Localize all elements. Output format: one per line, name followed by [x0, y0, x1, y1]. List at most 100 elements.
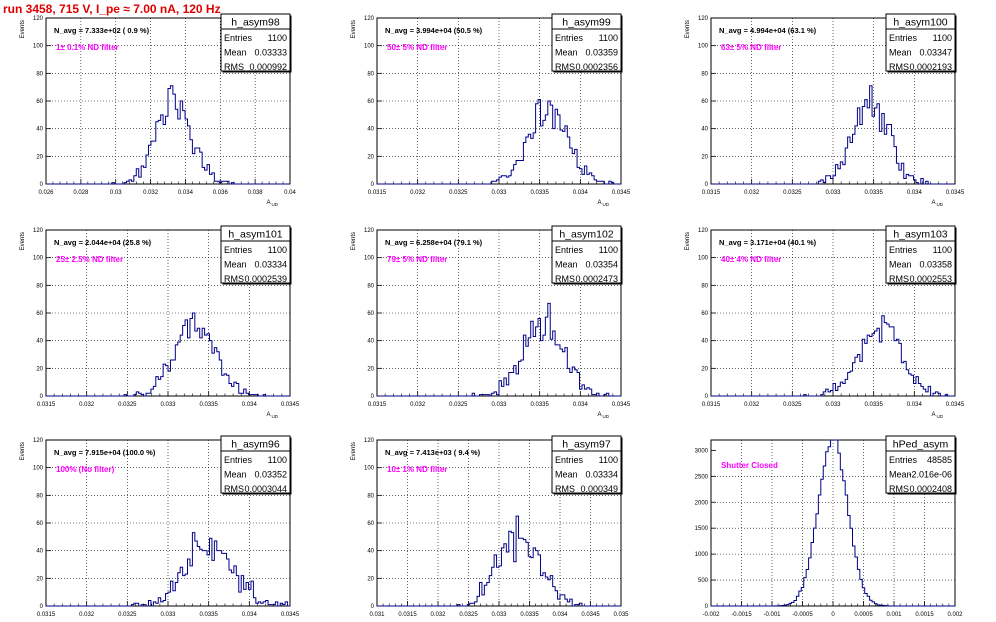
filter-label: 1± 0.1% ND filter: [56, 43, 119, 52]
stats-key-rms: RMS: [889, 62, 909, 72]
y-tick-label: 80: [701, 71, 708, 77]
x-tick-label: 0.03: [110, 190, 122, 196]
histogram-panel: 0.0315 0.032 0.0325 0.033 0.0335 0.034 0.0345 0…: [685, 225, 965, 419]
histogram-series: [377, 515, 621, 607]
stats-key-mean: Mean: [224, 470, 247, 480]
histogram-panel: 0.0315 0.032 0.0325 0.033 0.0335 0.034 0.0345 0…: [20, 435, 300, 618]
histogram-series: [46, 532, 290, 607]
y-axis-label: Events: [351, 20, 357, 38]
x-axis-label: AUD: [931, 412, 943, 419]
x-tick-label: 0.0335: [520, 612, 539, 618]
y-tick-label: 80: [367, 71, 374, 77]
y-tick-label: 0: [40, 394, 44, 400]
x-tick-label: 0.0315: [37, 402, 56, 408]
navg-label: N_avg = 3.994e+04 (50.5 %): [385, 26, 483, 35]
y-axis-label: Events: [20, 232, 26, 250]
stats-key-entries: Entries: [889, 455, 918, 465]
x-tick-label: 0.0325: [449, 402, 468, 408]
y-tick-label: 100: [33, 44, 44, 50]
stats-rms: 0.000992: [249, 62, 287, 72]
x-axis-label: AUD: [931, 200, 943, 207]
x-tick-label: 0.032: [744, 190, 760, 196]
x-tick-label: 0.0345: [612, 190, 631, 196]
x-tick-label: 0.034: [178, 190, 194, 196]
hist-name: h_asym101: [228, 229, 282, 241]
filter-label: 79± 5% ND filter: [387, 255, 447, 264]
y-tick-label: 0: [40, 604, 44, 610]
y-tick-label: 0: [40, 182, 44, 188]
y-axis-label: Events: [20, 20, 26, 38]
x-tick-label: 0.0325: [118, 612, 137, 618]
y-tick-label: 2500: [695, 474, 709, 480]
y-tick-label: 120: [698, 16, 709, 22]
x-tick-label: 0.035: [613, 612, 629, 618]
x-tick-label: 0.0325: [783, 190, 802, 196]
y-axis-label: Events: [685, 232, 691, 250]
stats-rms: 0.0002408: [909, 484, 952, 494]
filter-label: 100% (No filter): [56, 465, 115, 474]
y-tick-label: 60: [367, 99, 374, 105]
y-tick-label: 0: [371, 182, 375, 188]
x-tick-label: 0.0005: [854, 612, 873, 618]
hist-name: h_asym96: [231, 439, 280, 451]
stats-box: [885, 225, 956, 284]
y-tick-label: 120: [33, 228, 44, 234]
stats-box: [220, 13, 291, 72]
histogram-panel: 0.026 0.028 0.03 0.032 0.034 0.036 0.038 0.04 0 2…: [20, 13, 296, 207]
x-tick-label: 0.0335: [864, 190, 883, 196]
histogram-panel: 0.0315 0.032 0.0325 0.033 0.0335 0.034 0.0345 0…: [20, 225, 300, 419]
x-tick-label: 0.038: [248, 190, 264, 196]
stats-entries: 1100: [599, 33, 618, 43]
y-tick-label: 100: [33, 256, 44, 262]
x-tick-label: 0.033: [825, 402, 841, 408]
x-tick-label: -0.0015: [731, 612, 752, 618]
histogram-series: [711, 439, 955, 607]
x-tick-label: 0.0325: [449, 190, 468, 196]
stats-box: [220, 435, 291, 494]
stats-mean: 0.03352: [254, 470, 287, 480]
x-tick-label: 0.0315: [368, 402, 387, 408]
y-tick-label: 60: [701, 311, 708, 317]
navg-label: N_avg = 3.171e+04 (40.1 %): [719, 238, 817, 247]
x-tick-label: 0.033: [491, 190, 507, 196]
stats-rms: 0.0003044: [244, 484, 287, 494]
stats-rms: 0.000349: [580, 484, 618, 494]
filter-label: 63± 5% ND filter: [721, 43, 781, 52]
stats-key-mean: Mean: [224, 48, 247, 58]
stats-entries: 1100: [599, 455, 618, 465]
stats-entries: 1100: [268, 455, 287, 465]
stats-entries: 1100: [933, 33, 952, 43]
x-tick-label: 0.0335: [864, 402, 883, 408]
stats-box: [885, 435, 956, 494]
y-tick-label: 40: [367, 339, 374, 345]
stats-key-entries: Entries: [224, 245, 253, 255]
x-tick-label: 0.034: [242, 612, 258, 618]
stats-entries: 1100: [268, 33, 287, 43]
x-tick-label: 0.032: [430, 612, 446, 618]
y-tick-label: 1000: [695, 552, 709, 558]
stats-key-rms: RMS: [889, 274, 909, 284]
x-tick-label: 0.0335: [530, 402, 549, 408]
y-tick-label: 40: [367, 549, 374, 555]
stats-mean: 0.03333: [254, 48, 287, 58]
y-tick-label: 40: [701, 127, 708, 133]
histogram-series: [46, 312, 290, 397]
x-tick-label: 0.001: [886, 612, 902, 618]
y-tick-label: 3000: [695, 448, 709, 454]
hist-name: h_asym97: [562, 439, 611, 451]
y-tick-label: 60: [36, 521, 43, 527]
stats-key-mean: Mean: [555, 48, 578, 58]
x-tick-label: 0.0315: [37, 612, 56, 618]
stats-rms: 0.0002356: [575, 62, 618, 72]
y-tick-label: 40: [36, 549, 43, 555]
stats-entries: 1100: [599, 245, 618, 255]
stats-key-rms: RMS: [555, 274, 575, 284]
hist-name: h_asym98: [231, 17, 280, 29]
stats-rms: 0.0002473: [575, 274, 618, 284]
stats-key-rms: RMS: [224, 484, 244, 494]
stats-key-mean: Mean: [224, 260, 247, 270]
filter-label: 10± 1% ND filter: [387, 465, 447, 474]
stats-rms: 0.0002193: [909, 62, 952, 72]
histogram-panel: -0.002 -0.0015 -0.001 -0.0005 0 0.0005 0.001 0.…: [695, 435, 963, 618]
stats-box: [551, 13, 622, 72]
